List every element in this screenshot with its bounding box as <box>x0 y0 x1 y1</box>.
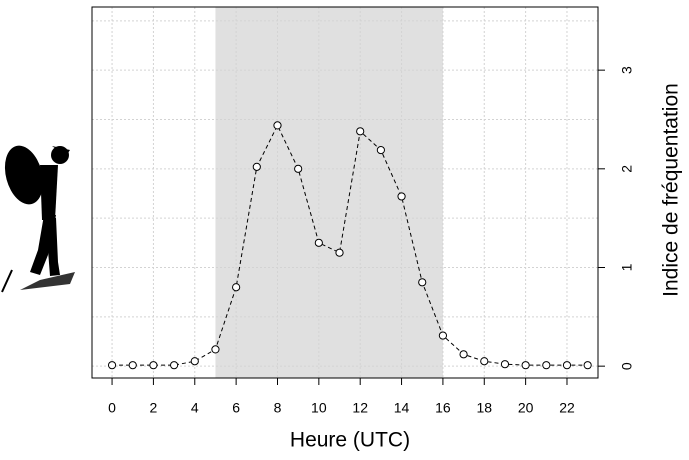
data-point <box>314 238 323 247</box>
x-tick-label: 4 <box>191 400 199 416</box>
data-point <box>149 361 158 370</box>
data-point <box>438 331 448 340</box>
gap-mask <box>190 357 199 366</box>
x-tick-label: 6 <box>232 400 240 416</box>
gap-mask <box>562 361 571 370</box>
data-point <box>500 360 510 369</box>
gap-mask <box>232 283 241 292</box>
x-tick-label: 14 <box>394 400 410 416</box>
gap-mask <box>376 146 385 155</box>
y-axis-title: Indice de fréquentation <box>660 83 683 297</box>
data-point <box>521 361 530 370</box>
data-point <box>252 162 261 171</box>
data-point <box>356 127 365 136</box>
x-tick-label: 22 <box>559 400 575 416</box>
y-tick-label: 1 <box>619 263 635 271</box>
gap-mask <box>480 357 489 366</box>
data-point <box>562 361 572 370</box>
gap-mask <box>397 192 406 201</box>
data-point <box>294 164 303 173</box>
data-point <box>211 345 220 354</box>
gap-mask <box>335 248 344 257</box>
gap-mask <box>314 238 323 247</box>
y-tick-label: 3 <box>619 66 635 74</box>
x-tick-label: 2 <box>150 400 158 416</box>
data-point <box>273 121 282 130</box>
x-axis-title: Heure (UTC) <box>290 429 410 452</box>
data-point <box>232 283 241 292</box>
x-tick-label: 20 <box>518 400 534 416</box>
data-point <box>128 361 137 370</box>
gap-mask <box>128 361 137 370</box>
data-point <box>418 278 427 287</box>
hiker-icon <box>1 145 75 293</box>
x-tick-label: 8 <box>274 400 282 416</box>
data-point <box>335 248 344 257</box>
x-tick-label: 0 <box>108 400 116 416</box>
gap-mask <box>356 127 365 136</box>
x-tick-label: 12 <box>352 400 368 416</box>
gap-mask <box>418 278 427 287</box>
gap-mask <box>108 361 117 370</box>
gap-mask <box>438 331 447 340</box>
data-point <box>376 145 385 155</box>
gap-mask <box>294 164 303 173</box>
data-point <box>459 350 468 359</box>
data-point <box>542 361 551 370</box>
gap-mask <box>211 345 220 354</box>
x-tick-label: 18 <box>476 400 492 416</box>
gap-mask <box>583 361 592 370</box>
gap-mask <box>500 360 509 369</box>
gap-mask <box>252 162 261 171</box>
gap-mask <box>542 361 551 370</box>
data-point <box>107 361 117 370</box>
data-point <box>480 357 489 366</box>
data-point <box>190 357 199 366</box>
gap-mask <box>459 350 468 359</box>
y-tick-label: 0 <box>619 362 635 370</box>
gap-mask <box>149 361 158 370</box>
shaded-region <box>215 7 443 378</box>
data-point <box>169 361 179 370</box>
data-point <box>583 361 592 370</box>
gap-mask <box>521 361 530 370</box>
y-tick-label: 2 <box>619 165 635 173</box>
x-tick-label: 10 <box>311 400 327 416</box>
data-point <box>397 192 406 201</box>
gap-mask <box>273 121 282 130</box>
gap-mask <box>170 361 179 370</box>
plot-frame <box>91 6 599 379</box>
x-tick-label: 16 <box>435 400 451 416</box>
